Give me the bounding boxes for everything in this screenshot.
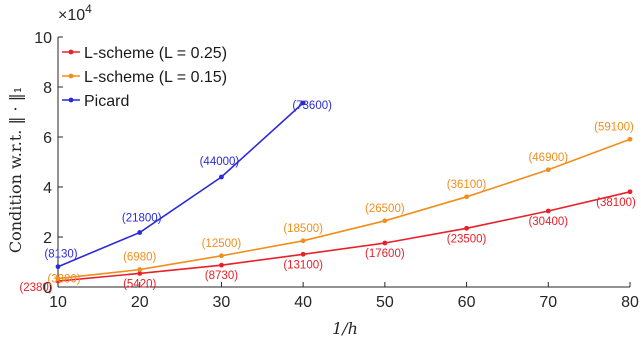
- data-point: [464, 194, 469, 200]
- data-label: (73600): [292, 100, 332, 112]
- data-label: (3380): [47, 274, 80, 286]
- data-point: [545, 167, 551, 173]
- data-point: [627, 136, 633, 142]
- data-point: [137, 271, 143, 276]
- y-multiplier: ×104: [58, 2, 92, 24]
- series-line-0: [57, 191, 631, 282]
- y-multiplier-exp: 4: [85, 2, 92, 16]
- data-label: (59100): [594, 121, 634, 133]
- x-tick-label: 60: [458, 294, 476, 311]
- data-label: (18500): [283, 223, 323, 235]
- legend: L-scheme (L = 0.25) L-scheme (L = 0.15) Pi…: [62, 45, 227, 110]
- x-tick-label: 40: [294, 294, 312, 311]
- y-tick-label: 2: [43, 230, 52, 247]
- legend-label: L-scheme (L = 0.25): [84, 45, 227, 62]
- data-point: [55, 276, 61, 281]
- y-tick-label: 8: [43, 80, 52, 97]
- data-point: [55, 264, 61, 270]
- data-point: [300, 100, 306, 106]
- series-lines: [55, 100, 633, 284]
- data-label: (8130): [44, 249, 77, 261]
- x-tick-label: 70: [539, 294, 557, 311]
- data-labels: (2380) (5420) (8730) (13100) (17600) (23500) (…: [19, 100, 636, 294]
- y-multiplier-base: ×10: [58, 7, 85, 24]
- legend-label: L-scheme (L = 0.15): [84, 69, 227, 86]
- legend-marker: [68, 73, 74, 79]
- data-label: (21800): [122, 213, 162, 225]
- x-tick-label: 20: [131, 294, 149, 311]
- data-point: [300, 238, 306, 244]
- data-label: (36100): [447, 179, 487, 191]
- series-line-2: [57, 102, 304, 268]
- data-point: [219, 174, 224, 180]
- data-label: (5420): [123, 278, 156, 290]
- data-label: (23500): [447, 233, 487, 245]
- data-label: (26500): [365, 203, 405, 215]
- data-label: (12500): [202, 238, 242, 250]
- data-label: (17600): [365, 248, 405, 260]
- data-point: [219, 262, 224, 268]
- x-tick-label: 80: [621, 294, 639, 311]
- data-label: (30400): [528, 216, 568, 228]
- x-axis-label: 1/h: [332, 319, 358, 338]
- legend-marker: [68, 97, 74, 103]
- data-point: [382, 218, 388, 224]
- data-label: (38100): [596, 197, 636, 209]
- x-tick-label: 50: [376, 294, 394, 311]
- legend-marker: [68, 49, 74, 55]
- axes: 10 20 30 40 50 60 70 80 0 2 4 6 8 10: [34, 30, 639, 311]
- data-point: [464, 225, 469, 231]
- data-label: (44000): [200, 156, 240, 168]
- data-point: [219, 253, 224, 259]
- series-line-1: [57, 138, 631, 280]
- data-label: (2380): [19, 282, 52, 294]
- data-point: [382, 240, 388, 246]
- y-axis-label: Condition w.r.t. ‖ · ‖₁: [6, 87, 25, 253]
- data-label: (46900): [528, 152, 568, 164]
- y-tick-label: 6: [43, 130, 52, 147]
- x-tick-label: 30: [213, 294, 231, 311]
- data-point: [627, 189, 633, 195]
- data-point: [137, 230, 143, 235]
- data-label: (6980): [123, 252, 156, 264]
- y-tick-label: 4: [43, 180, 52, 197]
- legend-label: Picard: [84, 93, 129, 110]
- data-label: (13100): [283, 259, 323, 271]
- y-tick-label: 10: [34, 30, 52, 47]
- data-point: [137, 267, 143, 272]
- data-label: (8730): [205, 270, 238, 282]
- x-tick-label: 10: [49, 294, 67, 311]
- data-point: [545, 208, 551, 214]
- data-point: [300, 251, 306, 257]
- y-tick-label: 0: [43, 280, 52, 297]
